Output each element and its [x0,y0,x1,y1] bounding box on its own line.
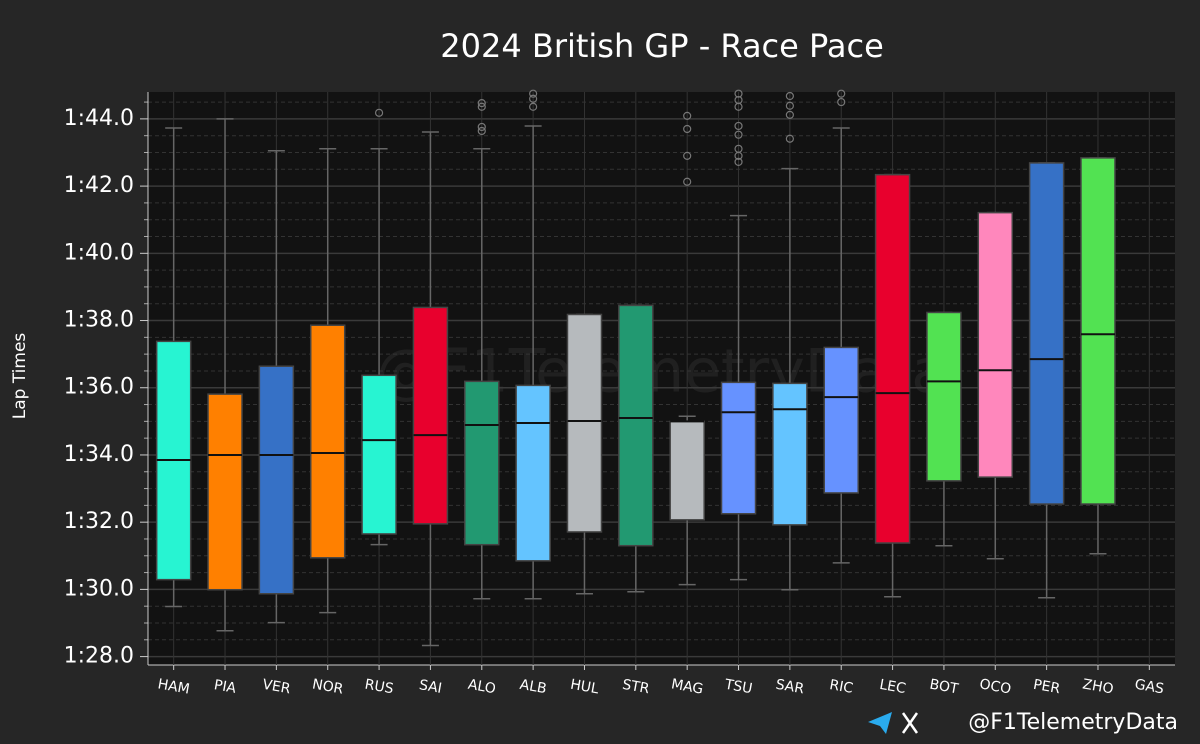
box [1028,162,1065,505]
outlier [734,89,743,98]
outlier [683,124,692,134]
outlier [529,94,538,103]
y-axis-label: Lap Times [10,333,30,420]
x-tick-label: VER [261,677,292,698]
x-tick-label: PER [1032,677,1062,697]
outlier [683,151,692,160]
y-tick-label: 1:32.0 [64,509,134,534]
x-tick-label: STR [621,677,651,698]
x-tick-label: ZHO [1081,676,1114,697]
outlier [734,130,743,139]
x-tick-label: ALO [467,677,497,698]
y-tick-label: 1:40.0 [64,240,134,265]
outlier [734,157,743,167]
box [207,393,243,591]
outlier [734,121,743,131]
outlier [477,126,486,136]
x-tick-label: ALB [518,677,547,697]
box [309,324,346,559]
footer-handle: @F1TelemetryData [968,710,1178,735]
y-tick-label: 1:44.0 [64,106,134,131]
x-tick-label: PIA [213,677,238,697]
outlier [374,108,384,117]
x-tick-label: NOR [311,676,345,697]
box [720,381,757,515]
y-tick-label: 1:30.0 [64,576,134,601]
x-tick-label: RIC [828,677,854,697]
x-tick-label: SAI [418,677,443,697]
box [566,313,603,533]
outlier [529,102,538,111]
x-tick-label: BOT [928,677,960,698]
outlier [785,134,794,143]
box [412,306,449,525]
x-tick-label: SAR [774,677,805,698]
x-tick-label: LEC [878,677,907,697]
outlier [477,102,486,111]
outlier [477,122,486,132]
box [669,420,705,521]
x-tick-label: OCO [978,676,1012,697]
outlier [734,144,743,153]
outlier [734,95,743,105]
outlier [683,177,692,186]
x-tick-label: RUS [363,677,394,698]
y-tick-label: 1:34.0 [64,442,134,467]
box [361,374,397,535]
y-tick-label: 1:28.0 [64,644,134,669]
outlier [785,101,794,110]
box [977,211,1014,478]
y-tick-label: 1:42.0 [64,173,134,198]
box [258,365,295,595]
x-icon [901,712,919,734]
outlier [477,98,486,108]
watermark: @F1TelemetryData [376,337,948,407]
box [874,173,911,544]
chart-title: 2024 British GP - Race Pace [440,27,884,65]
box [515,384,551,562]
box [926,311,962,482]
outlier [529,89,538,98]
x-tick-label: TSU [723,677,754,698]
y-tick-label: 1:38.0 [64,308,134,333]
outlier [785,91,794,101]
box [464,380,500,546]
x-tick-label: HUL [569,677,600,698]
box [1080,157,1116,505]
outlier [837,97,846,107]
outlier [837,89,846,98]
telegram-icon [868,712,892,734]
box [823,346,859,494]
box [772,382,808,526]
x-tick-label: HAM [156,676,190,697]
y-tick-label: 1:36.0 [64,375,134,400]
outlier [683,111,692,120]
box [618,304,654,547]
x-tick-label: MAG [670,676,705,697]
outlier [785,110,794,119]
x-tick-label: GAS [1134,677,1166,698]
